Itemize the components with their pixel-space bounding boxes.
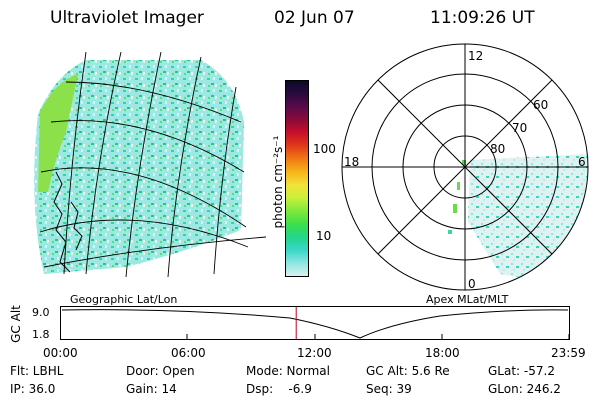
xtick-1800: 18:00 — [425, 346, 460, 360]
altitude-plot — [60, 306, 570, 340]
gc-alt-ylabel: GC Alt — [9, 305, 23, 343]
lat-label-70: 70 — [512, 121, 527, 135]
window-title: Ultraviolet Imager — [50, 8, 204, 28]
geographic-image — [34, 51, 267, 278]
mlt-label-12: 12 — [468, 49, 483, 63]
apex-label: Apex MLat/MLT — [426, 293, 509, 306]
lat-label-80: 80 — [490, 142, 505, 156]
colorbar-tick-10: 10 — [316, 229, 332, 243]
info-dsp: Dsp: -6.9 — [246, 382, 312, 396]
info-seq: Seq: 39 — [366, 382, 412, 396]
xtick-0600: 06:00 — [171, 346, 206, 360]
info-door: Door: Open — [126, 364, 195, 378]
geographic-label: Geographic Lat/Lon — [70, 293, 178, 306]
info-glon: GLon: 246.2 — [488, 382, 561, 396]
lat-label-60: 60 — [533, 98, 548, 112]
info-filter: Flt: LBHL — [10, 364, 64, 378]
mlt-label-18: 18 — [344, 155, 359, 169]
colorbar — [285, 80, 309, 277]
info-gc-alt: GC Alt: 5.6 Re — [366, 364, 450, 378]
xtick-1200: 12:00 — [297, 346, 332, 360]
mlt-label-6: 6 — [578, 155, 586, 169]
colorbar-label: photon cm⁻²s⁻¹ — [271, 135, 285, 229]
coastline — [53, 171, 83, 273]
info-glat: GLat: -57.2 — [488, 364, 555, 378]
mlt-label-0: 0 — [468, 277, 476, 291]
header-date: 02 Jun 07 — [274, 8, 355, 28]
colorbar-tick-100: 100 — [313, 142, 336, 156]
info-ip: IP: 36.0 — [10, 382, 56, 396]
xtick-2359: 23:59 — [551, 346, 586, 360]
info-mode: Mode: Normal — [246, 364, 330, 378]
polar-plot: 12 18 6 0 60 70 80 — [341, 43, 589, 291]
info-gain: Gain: 14 — [126, 382, 177, 396]
ytick-bottom: 1.8 — [32, 328, 50, 341]
ytick-top: 9.0 — [32, 306, 50, 319]
xtick-0000: 00:00 — [43, 346, 78, 360]
header-time: 11:09:26 UT — [430, 8, 535, 28]
